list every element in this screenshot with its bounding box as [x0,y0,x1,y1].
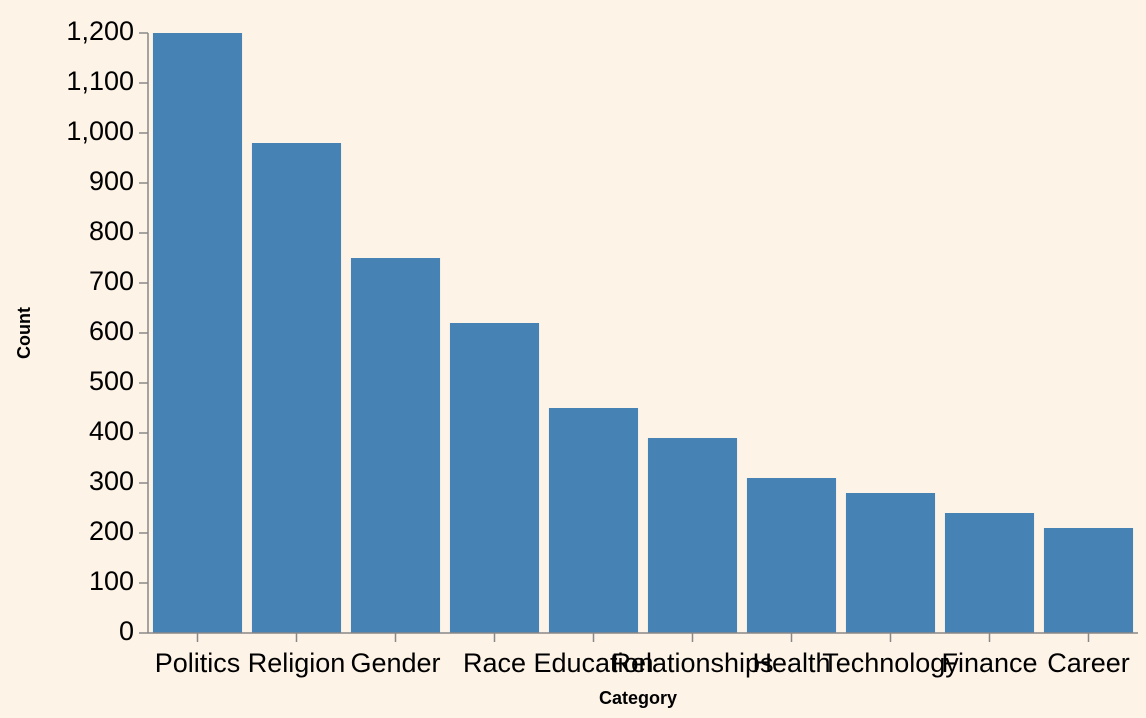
y-tick-label: 500 [89,366,134,396]
bar-technology [845,493,936,633]
y-tick-label: 300 [89,466,134,496]
x-tick-label: Religion [248,648,346,678]
bar-race [449,323,540,633]
y-tick-label: 0 [119,616,134,646]
y-axis-title: Count [14,307,34,359]
bar-finance [944,513,1035,633]
y-tick-label: 800 [89,216,134,246]
y-tick-label: 600 [89,316,134,346]
y-tick-label: 1,100 [66,66,134,96]
x-tick-label: Politics [155,648,241,678]
x-tick-label: Education [533,648,653,678]
y-tick-label: 700 [89,266,134,296]
x-tick-label: Technology [822,648,959,678]
y-tick-label: 400 [89,416,134,446]
y-tick-label: 1,000 [66,116,134,146]
bar-relationships [647,438,738,633]
x-axis-title: Category [599,688,677,708]
bar-career [1043,528,1134,633]
y-tick-label: 1,200 [66,16,134,46]
y-tick-label: 100 [89,566,134,596]
x-tick-label: Career [1047,648,1130,678]
x-tick-label: Finance [941,648,1037,678]
x-tick-label: Race [463,648,526,678]
bar-religion [251,143,342,633]
x-tick-label: Gender [350,648,440,678]
y-tick-label: 900 [89,166,134,196]
bar-politics [152,33,243,633]
bar-health [746,478,837,633]
bars-group [152,33,1134,633]
y-tick-label: 200 [89,516,134,546]
y-axis: 0 100 200 300 400 500 600 700 800 900 1,000 1,100 1,… [66,16,149,646]
x-axis: Politics Religion Gender Race EducationRelat… [148,632,1138,678]
x-tick-label: Relationships [611,648,773,678]
x-tick-label: Health [752,648,830,678]
bar-education [548,408,639,633]
bar-gender [350,258,441,633]
